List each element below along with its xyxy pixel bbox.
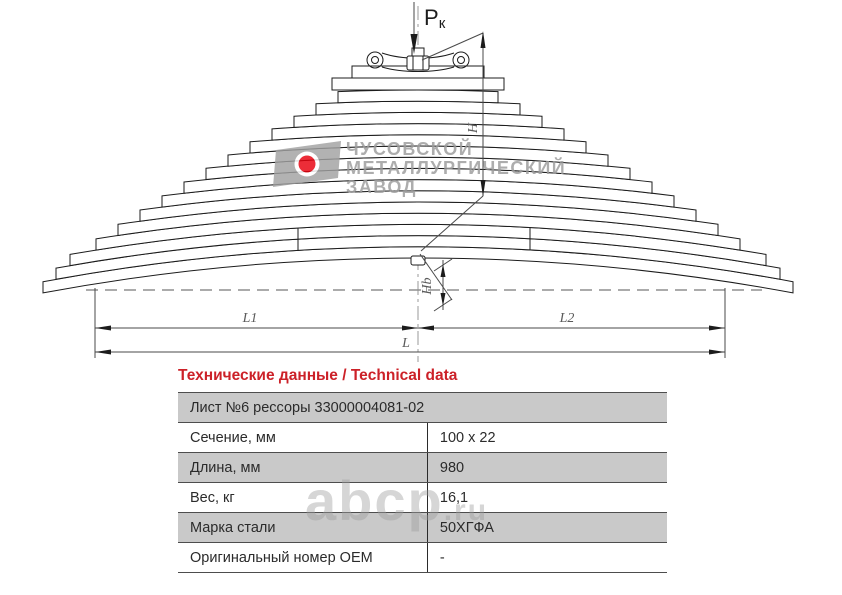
dimension-hb: Hb — [419, 253, 453, 312]
clamp-curl-right-inner — [457, 56, 465, 64]
arrow-l-left — [95, 349, 111, 355]
dim-label-l: L — [401, 336, 410, 351]
length-dimensions: L1 L2 L — [94, 288, 726, 358]
dim-label-l1: L1 — [242, 311, 258, 326]
clamp-curl-left — [366, 51, 384, 69]
table-row: Сечение, мм 100 x 22 — [178, 422, 667, 453]
arrow-l2-left — [418, 325, 434, 331]
force-annotation: Pк — [410, 2, 446, 54]
table-row-part-number: Лист №6 рессоры 33000004081-02 — [178, 392, 667, 423]
arrow-l1-right — [402, 325, 418, 331]
leader-top — [421, 32, 484, 61]
row-value: - — [426, 542, 667, 573]
arrow-hb-bottom — [440, 293, 446, 306]
leaf-15 — [337, 89, 499, 104]
table-row: Длина, мм 980 — [178, 452, 667, 483]
leaf-spring-diagram: Pк H Hb — [42, 2, 794, 362]
row-label: Длина, мм — [178, 452, 428, 483]
arrow-l-right — [709, 349, 725, 355]
logo-text-line3: ЗАВОД — [346, 177, 417, 197]
logo-text-line1: ЧУСОВСКОЙ — [346, 138, 473, 159]
row-value: 980 — [426, 452, 667, 483]
center-bolt-cap — [411, 47, 425, 57]
oblique-tick-top — [433, 258, 453, 272]
row-label: Сечение, мм — [178, 422, 428, 453]
oblique-tick-bottom — [433, 298, 453, 312]
row-label: Вес, кг — [178, 482, 428, 513]
clamp-bar-bottom — [381, 66, 455, 72]
dim-label-l2: L2 — [559, 311, 575, 326]
row-value: 100 x 22 — [426, 422, 667, 453]
arrow-h-top — [480, 31, 486, 48]
part-number-cell: Лист №6 рессоры 33000004081-02 — [178, 392, 667, 423]
force-arrow-head — [410, 34, 418, 54]
logo-red-dot — [298, 155, 316, 173]
row-value: 16,1 — [426, 482, 667, 513]
table-row: Оригинальный номер OEM - — [178, 542, 667, 573]
clamp-plate-lower — [331, 77, 505, 91]
logo-text-line2: МЕТАЛЛУРГИЧЕСКИЙ — [346, 157, 566, 178]
dim-label-h: H — [466, 122, 481, 134]
force-label: Pк — [424, 5, 446, 32]
row-label: Марка стали — [178, 512, 428, 543]
technical-data-table: Лист №6 рессоры 33000004081-02 Сечение, … — [178, 392, 667, 573]
leader-hb — [419, 253, 453, 301]
leader-bottom — [420, 195, 484, 252]
clamp-curl-right — [452, 51, 470, 69]
table-row: Марка стали 50ХГФА — [178, 512, 667, 543]
dim-label-hb: Hb — [420, 277, 435, 295]
row-label: Оригинальный номер OEM — [178, 542, 428, 573]
arrow-l1-left — [95, 325, 111, 331]
row-value: 50ХГФА — [426, 512, 667, 543]
factory-watermark: ЧУСОВСКОЙ МЕТАЛЛУРГИЧЕСКИЙ ЗАВОД — [273, 138, 566, 197]
dimension-h: H — [420, 31, 486, 252]
arrow-hb-top — [440, 264, 446, 277]
arrow-h-bottom — [480, 180, 486, 197]
arrow-l2-right — [709, 325, 725, 331]
technical-data-title: Технические данные / Technical data — [178, 367, 458, 384]
clamp-curl-left-inner — [371, 56, 379, 64]
table-row: Вес, кг 16,1 — [178, 482, 667, 513]
technical-data-section: Технические данные / Technical data Лист… — [178, 367, 667, 573]
